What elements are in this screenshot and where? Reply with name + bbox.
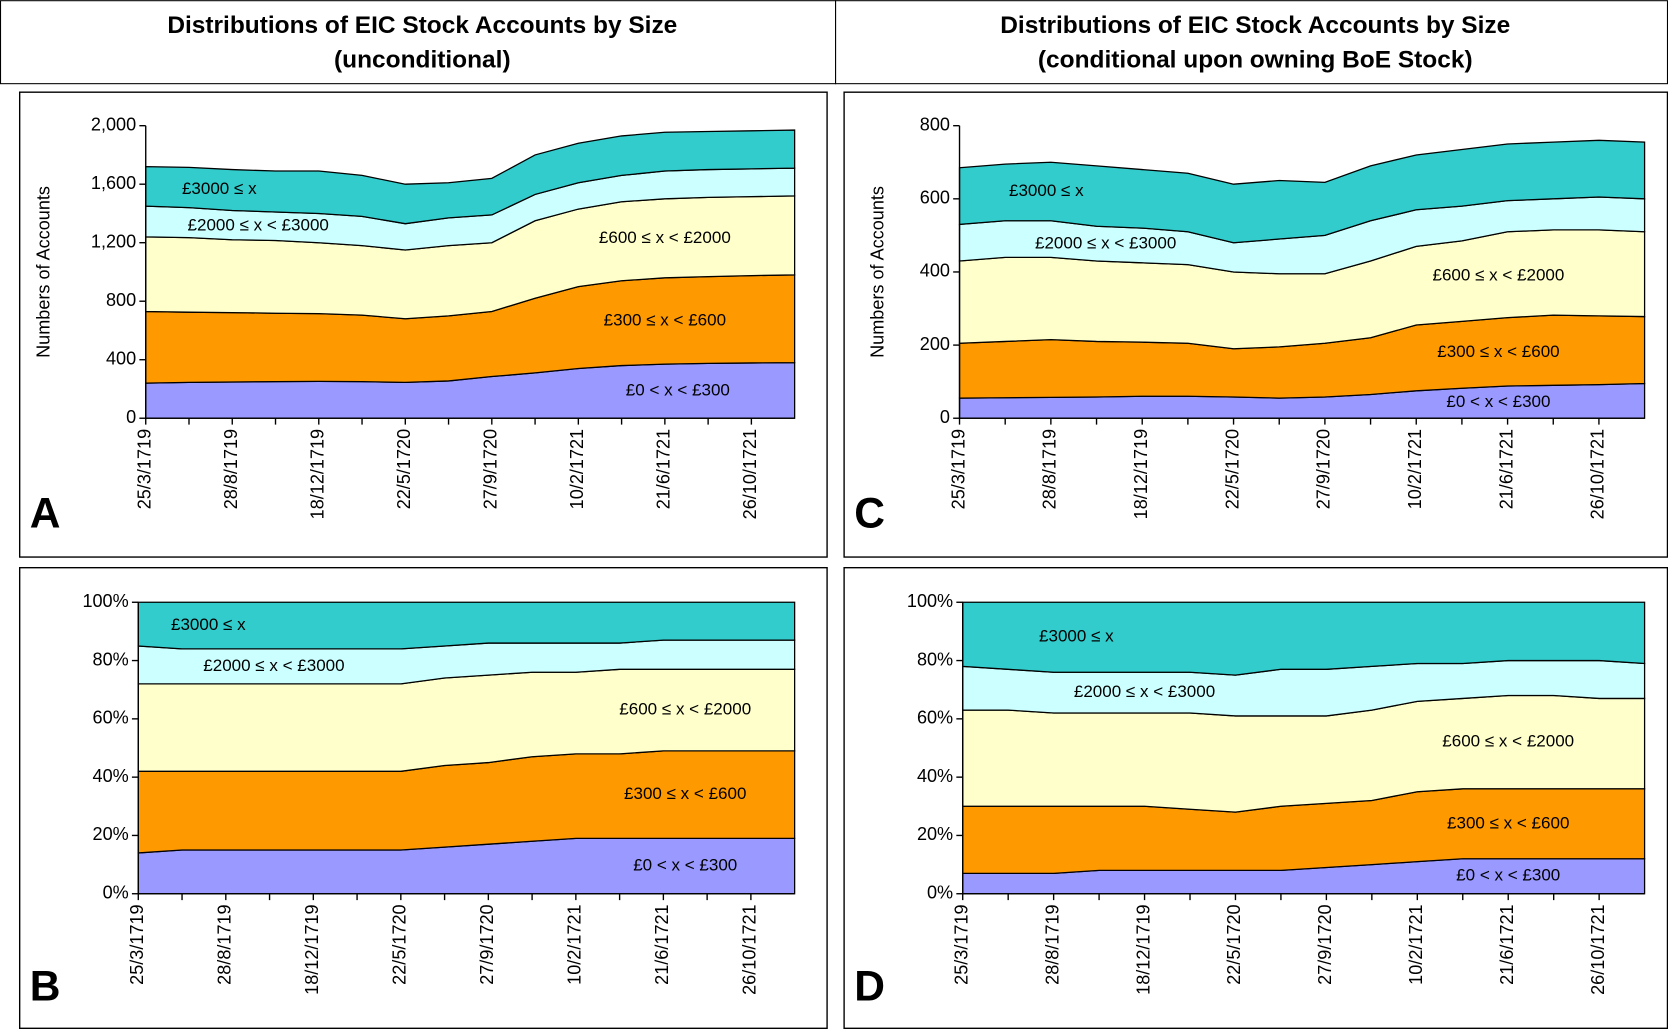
panel-letter: D xyxy=(854,963,885,1011)
x-tick-label: 25/3/1719 xyxy=(135,429,155,509)
x-tick-label: 28/8/1719 xyxy=(215,904,235,984)
y-tick-label: 40% xyxy=(93,766,129,786)
y-tick-label: 600 xyxy=(920,188,950,208)
x-tick-label: 22/5/1720 xyxy=(1222,429,1242,509)
x-tick-label: 27/9/1720 xyxy=(477,904,497,984)
area xyxy=(962,601,1646,676)
y-tick-label: 0 xyxy=(126,407,136,427)
x-tick-label: 28/8/1719 xyxy=(1040,429,1060,509)
x-tick-label: 28/8/1719 xyxy=(221,429,241,509)
area xyxy=(145,129,796,225)
series-label: £0 < x < £300 xyxy=(1456,866,1560,885)
series-label: £2000 ≤ x < £3000 xyxy=(1035,233,1176,252)
y-tick-label: 800 xyxy=(920,114,950,134)
series-label: £300 ≤ x < £600 xyxy=(604,310,726,329)
y-tick-label: 0 xyxy=(940,407,950,427)
x-tick-label: 25/3/1719 xyxy=(127,904,147,984)
series-label: £600 ≤ x < £2000 xyxy=(599,228,731,247)
x-tick-label: 21/6/1721 xyxy=(1496,429,1516,509)
x-tick-label: 10/2/1721 xyxy=(1405,429,1425,509)
y-tick-label: 2,000 xyxy=(91,114,136,134)
series-label: £3000 ≤ x xyxy=(1039,627,1114,646)
y-tick-label: 200 xyxy=(920,334,950,354)
series-label: £300 ≤ x < £600 xyxy=(624,784,746,803)
series-label: £0 < x < £300 xyxy=(1446,392,1550,411)
y-tick-label: 80% xyxy=(93,649,129,669)
header-title: Distributions of EIC Stock Accounts by S… xyxy=(1000,12,1510,39)
header-subtitle: (conditional upon owning BoE Stock) xyxy=(1038,46,1473,73)
x-tick-label: 10/2/1721 xyxy=(567,429,587,509)
y-tick-label: 100% xyxy=(907,591,953,611)
x-tick-label: 26/10/1721 xyxy=(740,904,760,994)
x-tick-label: 21/6/1721 xyxy=(1497,904,1517,984)
x-tick-label: 26/10/1721 xyxy=(1588,429,1608,519)
y-tick-label: 40% xyxy=(917,766,953,786)
x-tick-label: 18/12/1719 xyxy=(302,904,322,994)
y-tick-label: 60% xyxy=(917,708,953,728)
series-label: £2000 ≤ x < £3000 xyxy=(188,215,329,234)
area xyxy=(958,139,1646,244)
series-label: £300 ≤ x < £600 xyxy=(1437,342,1559,361)
x-tick-label: 22/5/1720 xyxy=(1224,904,1244,984)
x-tick-label: 26/10/1721 xyxy=(1588,904,1608,994)
y-tick-label: 400 xyxy=(920,261,950,281)
series-label: £3000 ≤ x xyxy=(1009,181,1084,200)
series-label: £2000 ≤ x < £3000 xyxy=(203,656,344,675)
x-tick-label: 25/3/1719 xyxy=(951,904,971,984)
header-box xyxy=(835,0,1668,85)
x-tick-label: 18/12/1719 xyxy=(1131,429,1151,519)
y-tick-label: 0% xyxy=(927,883,953,903)
area xyxy=(137,601,796,650)
y-tick-label: 0% xyxy=(103,883,129,903)
series-label: £0 < x < £300 xyxy=(626,381,730,400)
panel-letter: B xyxy=(30,963,61,1011)
x-tick-label: 21/6/1721 xyxy=(654,429,674,509)
x-tick-label: 27/9/1720 xyxy=(481,429,501,509)
y-tick-label: 1,600 xyxy=(91,173,136,193)
y-tick-label: 20% xyxy=(93,824,129,844)
x-tick-label: 18/12/1719 xyxy=(1133,904,1153,994)
x-tick-label: 10/2/1721 xyxy=(1406,904,1426,984)
y-tick-label: 80% xyxy=(917,649,953,669)
series-label: £2000 ≤ x < £3000 xyxy=(1074,682,1215,701)
x-tick-label: 27/9/1720 xyxy=(1315,904,1335,984)
series-label: £0 < x < £300 xyxy=(633,856,737,875)
series-label: £600 ≤ x < £2000 xyxy=(1433,265,1565,284)
x-tick-label: 18/12/1719 xyxy=(308,429,328,519)
y-axis-label: Numbers of Accounts xyxy=(867,186,887,358)
header-subtitle: (unconditional) xyxy=(334,46,511,73)
y-tick-label: 20% xyxy=(917,824,953,844)
series-label: £3000 ≤ x xyxy=(182,179,257,198)
header-box xyxy=(0,0,837,85)
x-tick-label: 28/8/1719 xyxy=(1042,904,1062,984)
header-title: Distributions of EIC Stock Accounts by S… xyxy=(167,12,677,39)
x-tick-label: 22/5/1720 xyxy=(394,429,414,509)
x-tick-label: 25/3/1719 xyxy=(948,429,968,509)
x-tick-label: 27/9/1720 xyxy=(1314,429,1334,509)
series-label: £600 ≤ x < £2000 xyxy=(1442,732,1574,751)
x-tick-label: 22/5/1720 xyxy=(390,904,410,984)
x-tick-label: 10/2/1721 xyxy=(565,904,585,984)
series-label: £600 ≤ x < £2000 xyxy=(619,700,751,719)
panel-letter: C xyxy=(854,489,885,537)
y-tick-label: 800 xyxy=(106,290,136,310)
y-axis-label: Numbers of Accounts xyxy=(33,186,53,358)
y-tick-label: 400 xyxy=(106,349,136,369)
series-label: £300 ≤ x < £600 xyxy=(1447,813,1569,832)
series-label: £3000 ≤ x xyxy=(171,615,246,634)
y-tick-label: 1,200 xyxy=(91,231,136,251)
panel-letter: A xyxy=(30,489,61,537)
x-tick-label: 26/10/1721 xyxy=(740,429,760,519)
x-tick-label: 21/6/1721 xyxy=(652,904,672,984)
y-tick-label: 60% xyxy=(93,708,129,728)
y-tick-label: 100% xyxy=(82,591,128,611)
